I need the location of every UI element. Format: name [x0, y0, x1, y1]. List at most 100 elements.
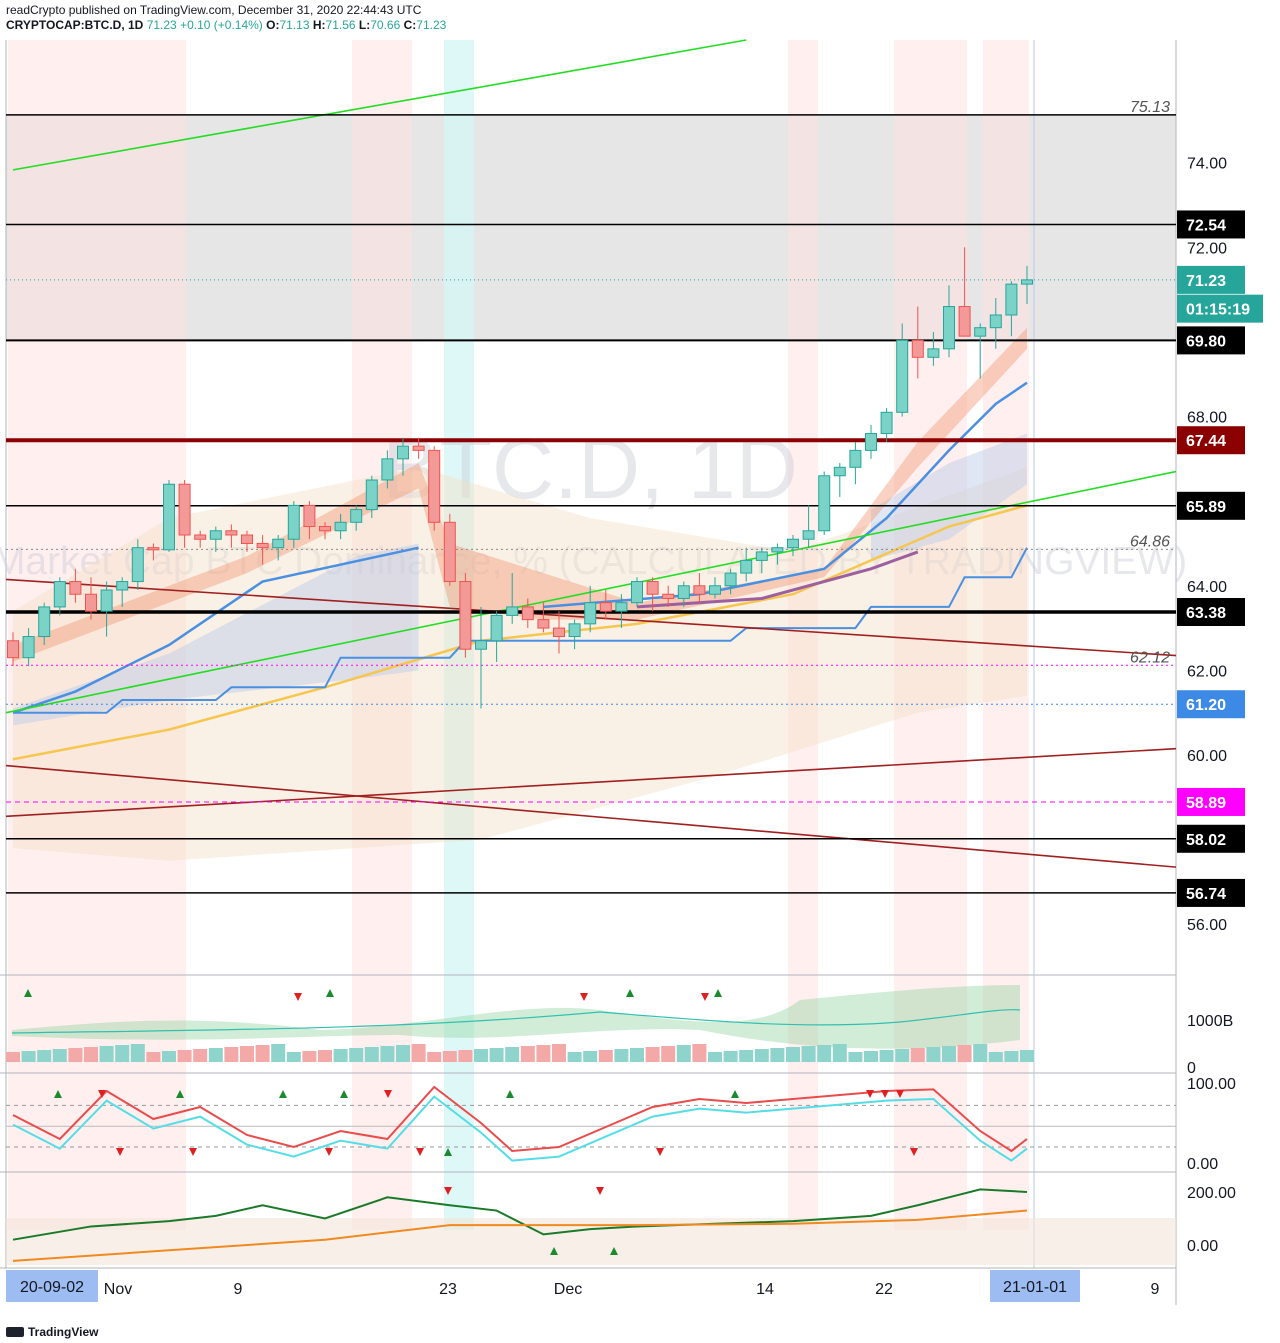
footer-brand: TradingView [28, 1325, 99, 1339]
price-label-11: 58.89 [1186, 795, 1226, 812]
volume-bar-4 [68, 1048, 83, 1062]
candle-body-31 [490, 614, 503, 642]
price-label-bg-12 [1177, 824, 1245, 853]
volume-bar-2 [37, 1050, 52, 1062]
volume-bar-32 [505, 1047, 520, 1062]
candle-41 [646, 577, 659, 612]
candle-16 [256, 535, 269, 565]
candle-36 [568, 619, 581, 650]
osc-marker-15 [881, 1090, 889, 1098]
price-label-bg-8 [1177, 598, 1245, 626]
candle-body-44 [693, 585, 706, 595]
momentum-signal [12, 1209, 1028, 1262]
candle-9 [147, 543, 160, 561]
candle-body-59 [927, 348, 940, 358]
price-label-13: 56.74 [1186, 886, 1226, 903]
osc-marker-10 [444, 1148, 452, 1156]
candle-64 [1005, 281, 1018, 337]
candle-59 [927, 331, 940, 366]
candle-body-2 [38, 606, 51, 638]
candle-body-40 [631, 581, 643, 604]
session-shade-4 [983, 40, 1029, 1230]
ohlc-line: CRYPTOCAP:BTC.D, 1D 71.23 +0.10 (+0.14%)… [6, 18, 1266, 33]
candle-17 [272, 535, 285, 561]
volume-bar-65 [1020, 1050, 1034, 1062]
y-tick-1: 72.00 [1187, 240, 1227, 257]
x-tick-0: Nov [104, 1281, 132, 1298]
osc-marker-12 [656, 1148, 664, 1156]
candle-52 [818, 471, 831, 535]
osc-marker-9 [416, 1148, 424, 1156]
osc-marker-8 [384, 1090, 392, 1098]
grid-layer [0, 40, 1177, 1305]
candle-24 [381, 450, 394, 489]
osc-marker-13 [731, 1090, 739, 1098]
trend-green-upper [12, 39, 747, 171]
signal-marker-5 [701, 993, 709, 1001]
candle-61 [958, 247, 971, 337]
momentum-line [12, 1188, 1028, 1241]
price-label-12: 58.02 [1186, 832, 1226, 849]
close-label: C: [403, 18, 417, 32]
candle-8 [131, 539, 144, 590]
price-label-5: 67.44 [1186, 433, 1226, 450]
candle-55 [865, 425, 877, 459]
candle-body-33 [521, 606, 534, 621]
x-tick-2: 23 [439, 1281, 457, 1298]
candle-body-12 [194, 534, 207, 540]
candle-body-63 [989, 314, 1002, 329]
candle-14 [225, 524, 238, 548]
candle-body-39 [615, 602, 628, 612]
oscillator-line [12, 1085, 1028, 1153]
candle-body-25 [397, 445, 409, 460]
candle-4 [69, 568, 82, 603]
volume-bar-11 [177, 1050, 192, 1062]
tradingview-logo-icon [6, 1327, 24, 1337]
volume-bar-30 [474, 1049, 488, 1062]
candle-48 [755, 547, 768, 574]
y-tick-2: 68.00 [1187, 410, 1227, 427]
candle-15 [241, 530, 253, 552]
candle-body-54 [849, 449, 862, 468]
candle-53 [833, 463, 846, 497]
candle-22 [350, 505, 363, 531]
chart-header: readCrypto published on TradingView.com,… [6, 3, 1266, 33]
mom-marker-0 [444, 1187, 452, 1195]
candle-body-3 [53, 581, 66, 608]
candle-body-23 [365, 479, 378, 511]
session-shade-2 [788, 40, 818, 1230]
price-label-bg-1 [1177, 210, 1245, 239]
candle-20 [319, 522, 331, 540]
cloud-band-b [871, 433, 1027, 561]
candle-26 [412, 437, 425, 459]
candle-body-13 [209, 530, 222, 540]
candle-body-9 [147, 547, 160, 551]
osc-marker-7 [340, 1090, 348, 1098]
volume-bar-35 [552, 1044, 566, 1062]
volume-bar-17 [271, 1044, 286, 1062]
candle-21 [334, 513, 347, 540]
open-label: O: [266, 18, 280, 32]
volume-bar-39 [614, 1049, 629, 1062]
volume-bar-8 [130, 1044, 145, 1062]
volume-bar-33 [520, 1046, 535, 1062]
volume-bar-51 [801, 1046, 816, 1062]
price-change: +0.10 (+0.14%) [180, 18, 263, 32]
candle-7 [116, 577, 129, 607]
x-tick-5: 22 [875, 1281, 893, 1298]
candle-19 [303, 501, 316, 540]
volume-bar-24 [380, 1046, 395, 1062]
candle-65 [1021, 265, 1033, 304]
volume-bar-59 [926, 1047, 941, 1062]
osc-tick-0: 100.00 [1187, 1076, 1236, 1093]
candle-body-48 [755, 551, 768, 561]
candle-28 [443, 513, 456, 586]
candle-body-41 [646, 581, 659, 595]
candle-body-56 [880, 411, 893, 434]
symbol-title[interactable]: CRYPTOCAP:BTC.D, 1D [6, 18, 144, 32]
osc-marker-6 [325, 1148, 333, 1156]
osc-marker-14 [866, 1090, 874, 1098]
candle-49 [771, 543, 784, 565]
candle-3 [53, 577, 66, 616]
